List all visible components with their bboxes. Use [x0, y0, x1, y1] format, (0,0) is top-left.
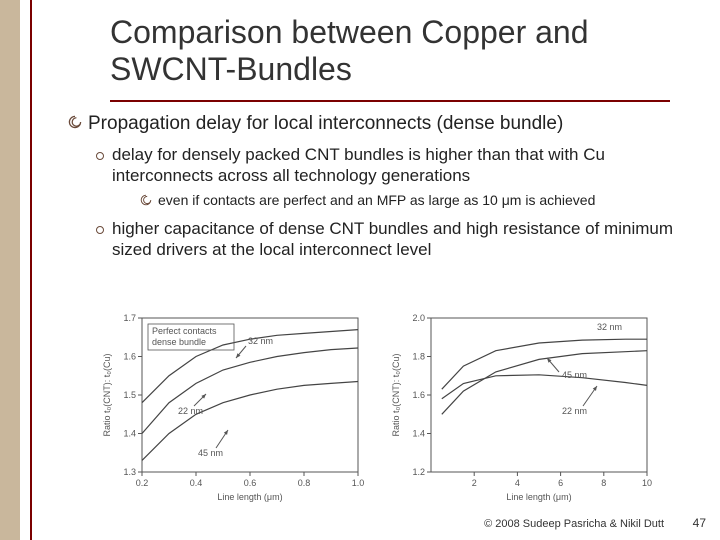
bullet3-text: even if contacts are perfect and an MFP … [158, 192, 688, 210]
svg-text:1.2: 1.2 [412, 467, 425, 477]
bullet2b-text: higher capacitance of dense CNT bundles … [112, 218, 688, 261]
svg-text:0.6: 0.6 [244, 478, 257, 488]
svg-text:0.4: 0.4 [190, 478, 203, 488]
copyright-text: © 2008 Sudeep Pasricha & Nikil Dutt [484, 518, 664, 530]
svg-text:1.8: 1.8 [412, 352, 425, 362]
svg-text:Perfect contacts: Perfect contacts [152, 326, 217, 336]
svg-text:45 nm: 45 nm [198, 448, 223, 458]
svg-text:6: 6 [558, 478, 563, 488]
svg-text:Line length (μm): Line length (μm) [506, 492, 571, 502]
svg-text:1.0: 1.0 [352, 478, 365, 488]
page-number: 47 [693, 516, 706, 530]
ring-icon [96, 144, 112, 187]
svg-text:Ratio t₀(CNT): t₀(Cu): Ratio t₀(CNT): t₀(Cu) [102, 354, 112, 437]
svg-text:Line length (μm): Line length (μm) [217, 492, 282, 502]
svg-text:1.6: 1.6 [412, 390, 425, 400]
bullet-level2: higher capacitance of dense CNT bundles … [96, 218, 688, 261]
svg-text:dense bundle: dense bundle [152, 337, 206, 347]
svg-text:1.6: 1.6 [123, 352, 136, 362]
svg-text:32 nm: 32 nm [248, 336, 273, 346]
svg-text:2.0: 2.0 [412, 313, 425, 323]
bullet1-text: Propagation delay for local interconnect… [88, 112, 688, 136]
svg-text:8: 8 [601, 478, 606, 488]
chart-left-svg: 0.2 0.4 0.6 0.8 1.0 1.3 1.4 1.5 1.6 1.7 Line lengt… [98, 306, 368, 506]
svg-text:0.8: 0.8 [298, 478, 311, 488]
slide-title: Comparison between Copper and SWCNT-Bund… [110, 14, 670, 88]
svg-text:2: 2 [472, 478, 477, 488]
chart-row: 0.2 0.4 0.6 0.8 1.0 1.3 1.4 1.5 1.6 1.7 Line lengt… [98, 306, 658, 506]
svg-text:0.2: 0.2 [136, 478, 149, 488]
svg-text:1.4: 1.4 [412, 429, 425, 439]
bullet2-text: delay for densely packed CNT bundles is … [112, 144, 688, 187]
chart-left: 0.2 0.4 0.6 0.8 1.0 1.3 1.4 1.5 1.6 1.7 Line lengt… [98, 306, 369, 506]
svg-text:1.3: 1.3 [123, 467, 136, 477]
slide-body: Propagation delay for local interconnect… [68, 112, 688, 266]
svg-text:Ratio t₀(CNT): t₀(Cu): Ratio t₀(CNT): t₀(Cu) [391, 354, 401, 437]
svg-text:4: 4 [515, 478, 520, 488]
bullet-level2: delay for densely packed CNT bundles is … [96, 144, 688, 187]
svg-text:10: 10 [642, 478, 652, 488]
svg-text:45 nm: 45 nm [562, 370, 587, 380]
svg-text:22 nm: 22 nm [562, 406, 587, 416]
ring-icon [96, 218, 112, 261]
svg-text:22 nm: 22 nm [178, 406, 203, 416]
title-underline [110, 100, 670, 102]
svg-text:1.5: 1.5 [123, 390, 136, 400]
svg-text:32 nm: 32 nm [597, 322, 622, 332]
swirl-icon [68, 112, 88, 130]
bullet-level3: even if contacts are perfect and an MFP … [140, 192, 688, 210]
bullet-level1: Propagation delay for local interconnect… [68, 112, 688, 136]
svg-text:1.7: 1.7 [123, 313, 136, 323]
chart-right: 2 4 6 8 10 1.2 1.4 1.6 1.8 2.0 Line length (μm) Rat… [387, 306, 658, 506]
side-rule [30, 0, 32, 540]
swirl-icon [140, 192, 158, 210]
chart-right-svg: 2 4 6 8 10 1.2 1.4 1.6 1.8 2.0 Line length (μm) Rat… [387, 306, 657, 506]
svg-text:1.4: 1.4 [123, 429, 136, 439]
slide: Comparison between Copper and SWCNT-Bund… [0, 0, 720, 540]
side-accent-bar [0, 0, 20, 540]
